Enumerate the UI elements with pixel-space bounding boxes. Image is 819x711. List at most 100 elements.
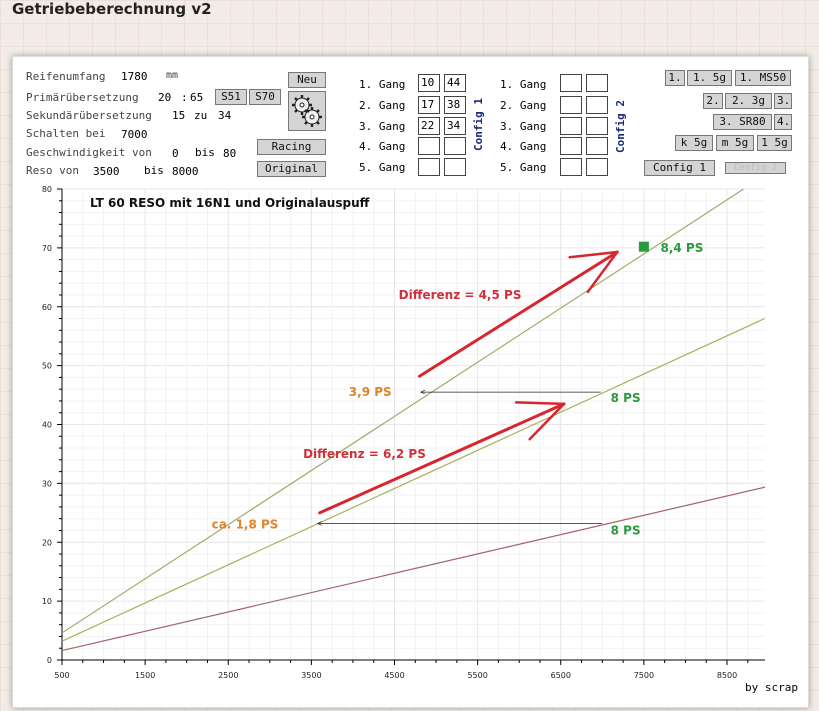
geschwindigkeit-sep: bis bbox=[195, 146, 215, 159]
geschwindigkeit-from[interactable]: 0 bbox=[172, 147, 179, 160]
primaer-a[interactable]: 20 bbox=[158, 91, 172, 104]
y-tick-label: 20 bbox=[42, 538, 52, 547]
y-tick-label: 10 bbox=[42, 597, 52, 606]
config2-gang2-b[interactable] bbox=[586, 96, 608, 114]
preset-2-button[interactable]: 2. bbox=[703, 93, 723, 109]
config1-button[interactable]: Config 1 bbox=[644, 160, 715, 176]
primaer-b[interactable]: 65 bbox=[190, 91, 204, 104]
sekundaer-a[interactable]: 15 bbox=[172, 109, 186, 122]
series-group bbox=[62, 189, 765, 652]
geschwindigkeit-label: Geschwindigkeit von bbox=[26, 146, 152, 159]
config2-gang2-label: 2. Gang bbox=[500, 99, 547, 112]
x-tick-label: 3500 bbox=[301, 671, 321, 680]
gears-icon bbox=[292, 95, 322, 127]
config1-gang1-a[interactable]: 10 bbox=[418, 74, 440, 92]
config1-gang3-label: 3. Gang bbox=[359, 120, 406, 133]
config2-gang1-label: 1. Gang bbox=[500, 78, 547, 91]
difference-arrowhead bbox=[568, 250, 619, 259]
x-tick-label: 1500 bbox=[135, 671, 155, 680]
preset-k5g-button[interactable]: k 5g bbox=[675, 135, 713, 151]
annotation-label: 8 PS bbox=[611, 523, 641, 537]
config1-gang2-b[interactable]: 38 bbox=[444, 96, 466, 114]
preset-3-button[interactable]: 3. bbox=[774, 93, 792, 109]
preset-1-button[interactable]: 1. bbox=[665, 70, 685, 86]
y-tick-label: 40 bbox=[42, 421, 52, 430]
config2-gang4-b[interactable] bbox=[586, 137, 608, 155]
config1-gang4-a[interactable] bbox=[418, 137, 440, 155]
x-tick-label: 7500 bbox=[634, 671, 654, 680]
preset-3-sr80-button[interactable]: 3. SR80 bbox=[713, 114, 772, 130]
x-tick-label: 5500 bbox=[467, 671, 487, 680]
reso-from[interactable]: 3500 bbox=[93, 165, 120, 178]
reso-sep: bis bbox=[144, 164, 164, 177]
x-tick-label: 6500 bbox=[551, 671, 571, 680]
reifenumfang-label: Reifenumfang bbox=[26, 70, 106, 83]
gears-button[interactable] bbox=[288, 91, 326, 131]
config1-gang4-label: 4. Gang bbox=[359, 140, 406, 153]
config2-button: Config 2 bbox=[725, 162, 786, 174]
config2-gang3-b[interactable] bbox=[586, 117, 608, 135]
racing-button[interactable]: Racing bbox=[257, 139, 326, 155]
config1-gang1-label: 1. Gang bbox=[359, 78, 406, 91]
config2-gang3-a[interactable] bbox=[560, 117, 582, 135]
preset-1-5g-button[interactable]: 1. 5g bbox=[687, 70, 732, 86]
config2-gang2-a[interactable] bbox=[560, 96, 582, 114]
difference-arrowhead bbox=[514, 401, 566, 406]
app-title: Getriebeberechnung v2 bbox=[12, 0, 212, 18]
annotation-label: ca. 1,8 PS bbox=[212, 518, 279, 532]
reifenumfang-unit: mm bbox=[166, 70, 179, 81]
s70-button[interactable]: S70 bbox=[249, 89, 281, 105]
geschwindigkeit-to[interactable]: 80 bbox=[223, 147, 237, 160]
config1-gang2-label: 2. Gang bbox=[359, 99, 406, 112]
difference-arrowhead bbox=[528, 402, 566, 441]
series-line-1 bbox=[62, 189, 744, 634]
y-tick-label: 70 bbox=[42, 244, 52, 253]
config1-gang2-a[interactable]: 17 bbox=[418, 96, 440, 114]
schalten-label: Schalten bei bbox=[26, 127, 106, 140]
s51-button[interactable]: S51 bbox=[215, 89, 247, 105]
config2-gang4-a[interactable] bbox=[560, 137, 582, 155]
neu-button[interactable]: Neu bbox=[288, 72, 326, 88]
preset-l5g-button[interactable]: 1 5g bbox=[757, 135, 792, 151]
power-chart: 0 10 20 30 40 50 60 70 80 500 1500 2500 3500 4500 5500… bbox=[42, 185, 765, 680]
primaer-sep: : bbox=[181, 91, 188, 104]
sekundaer-label: Sekundärübersetzung bbox=[26, 109, 152, 122]
x-tick-label: 4500 bbox=[384, 671, 404, 680]
config1-gang5-a[interactable] bbox=[418, 158, 440, 176]
annotation-label: 8 PS bbox=[611, 391, 641, 405]
annotation-label: Differenz = 4,5 PS bbox=[399, 288, 522, 302]
difference-arrow bbox=[318, 402, 566, 515]
config2-gang5-b[interactable] bbox=[586, 158, 608, 176]
primaer-label: Primärübersetzung bbox=[26, 91, 139, 104]
config2-gang1-b[interactable] bbox=[586, 74, 608, 92]
preset-1-ms50-button[interactable]: 1. MS50 bbox=[735, 70, 791, 86]
config2-label: Config 2 bbox=[614, 100, 627, 153]
config1-gang5-b[interactable] bbox=[444, 158, 466, 176]
config2-gang5-a[interactable] bbox=[560, 158, 582, 176]
config1-gang3-a[interactable]: 22 bbox=[418, 117, 440, 135]
annotation-label: 8,4 PS bbox=[661, 241, 704, 255]
config2-gang5-label: 5. Gang bbox=[500, 161, 547, 174]
series-line-3 bbox=[62, 486, 765, 652]
difference-arrowhead bbox=[586, 250, 619, 294]
chart-title: LT 60 RESO mit 16N1 und Originalauspuff bbox=[90, 196, 370, 210]
reifenumfang-value[interactable]: 1780 bbox=[121, 70, 148, 83]
original-button[interactable]: Original bbox=[257, 161, 326, 177]
preset-m5g-button[interactable]: m 5g bbox=[716, 135, 754, 151]
y-tick-label: 0 bbox=[47, 656, 52, 665]
config1-label: Config 1 bbox=[472, 98, 485, 151]
config1-gang4-b[interactable] bbox=[444, 137, 466, 155]
reso-label: Reso von bbox=[26, 164, 79, 177]
config1-gang1-b[interactable]: 44 bbox=[444, 74, 466, 92]
reso-to[interactable]: 8000 bbox=[172, 165, 199, 178]
x-tick-label: 8500 bbox=[717, 671, 737, 680]
config2-gang1-a[interactable] bbox=[560, 74, 582, 92]
config2-gang4-label: 4. Gang bbox=[500, 140, 547, 153]
preset-4-button[interactable]: 4. bbox=[774, 114, 792, 130]
preset-2-3g-button[interactable]: 2. 3g bbox=[725, 93, 772, 109]
config1-gang3-b[interactable]: 34 bbox=[444, 117, 466, 135]
x-tick-label: 2500 bbox=[218, 671, 238, 680]
chart-container: 0 10 20 30 40 50 60 70 80 500 1500 2500 3500 4500 5500… bbox=[12, 181, 807, 690]
schalten-value[interactable]: 7000 bbox=[121, 128, 148, 141]
sekundaer-b[interactable]: 34 bbox=[218, 109, 232, 122]
